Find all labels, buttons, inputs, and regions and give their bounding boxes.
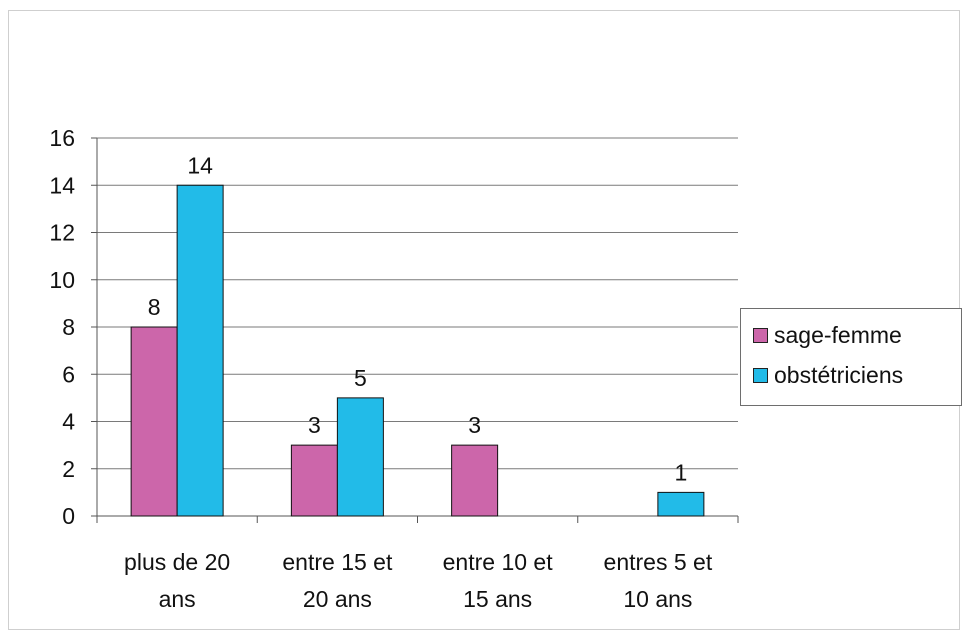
bar-sage-femme-0	[130, 326, 178, 517]
bar-sage-femme-1	[290, 444, 338, 517]
legend-label-sage-femme: sage-femme	[774, 321, 902, 348]
x-tick-label-2-1: 15 ans	[463, 586, 532, 612]
y-tick-label-12: 12	[49, 220, 75, 246]
bars	[130, 184, 705, 517]
y-tick-label-10: 10	[49, 267, 75, 293]
y-tick-label-4: 4	[62, 409, 75, 435]
legend-item-sage-femme: sage-femme	[753, 315, 961, 355]
data-label-obstétriciens-1: 5	[354, 365, 367, 391]
data-label-obstétriciens-3: 1	[674, 459, 687, 485]
bar-sage-femme-2	[451, 444, 499, 517]
y-tick-label-14: 14	[49, 172, 75, 198]
data-label-sage-femme-0: 8	[148, 294, 161, 320]
x-tick-label-1-0: entre 15 et	[282, 549, 393, 575]
data-label-obstétriciens-0: 14	[187, 152, 213, 178]
y-tick-label-0: 0	[62, 503, 75, 529]
data-label-sage-femme-1: 3	[308, 412, 321, 438]
y-tick-labels: 0 2 4 6 8 10 12 14 16	[49, 125, 75, 529]
y-tick-label-16: 16	[49, 125, 75, 151]
y-tick-label-6: 6	[62, 361, 75, 387]
bar-obstétriciens-1	[336, 397, 384, 517]
x-tick-label-3-1: 10 ans	[623, 586, 692, 612]
data-labels: 8 3 3 14 5 1	[148, 152, 688, 485]
bar-obstétriciens-3	[657, 491, 705, 517]
legend-swatch-sage-femme	[753, 327, 768, 343]
y-tick-label-2: 2	[62, 456, 75, 482]
x-tick-label-1-1: 20 ans	[303, 586, 372, 612]
legend: sage-femme obstétriciens	[740, 308, 962, 406]
data-label-sage-femme-2: 3	[468, 412, 481, 438]
y-tick-label-8: 8	[62, 314, 75, 340]
x-tick-label-0-1: ans	[159, 586, 196, 612]
x-tick-label-0-0: plus de 20	[124, 549, 230, 575]
bar-obstétriciens-0	[176, 184, 224, 517]
x-tick-label-3-0: entres 5 et	[604, 549, 713, 575]
legend-label-obstetriciens: obstétriciens	[774, 361, 904, 388]
legend-swatch-obstetriciens	[753, 367, 768, 383]
legend-item-obstetriciens: obstétriciens	[753, 355, 961, 395]
x-tick-labels: plus de 20 ans entre 15 et 20 ans entre 10 e…	[124, 549, 713, 612]
x-tick-label-2-0: entre 10 et	[443, 549, 554, 575]
